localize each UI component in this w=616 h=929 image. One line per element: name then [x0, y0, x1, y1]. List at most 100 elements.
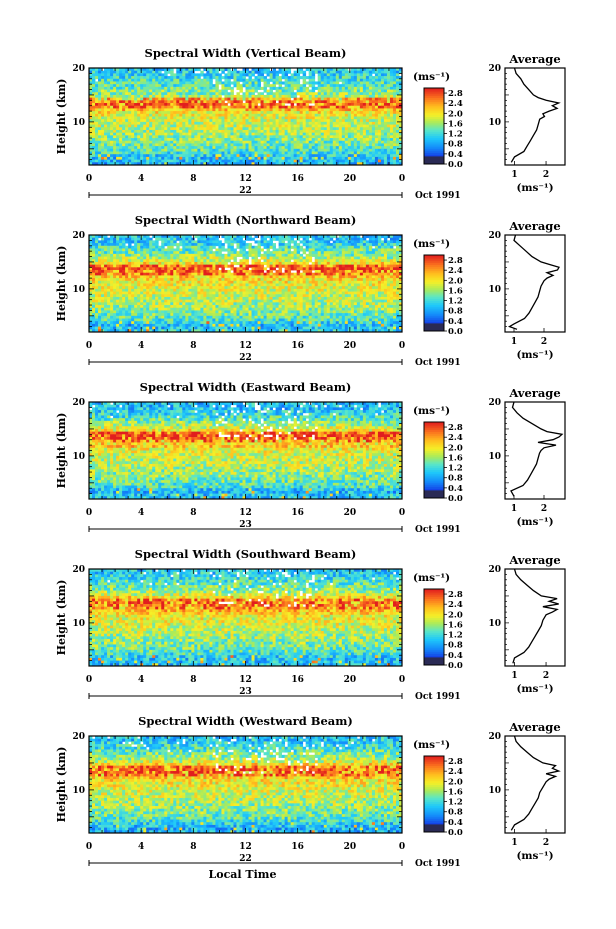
- heatmap-cell: [305, 267, 310, 271]
- heatmap-cell: [119, 116, 123, 120]
- heatmap-cell: [305, 124, 310, 128]
- heatmap-cell: [161, 140, 165, 144]
- heatmap-cell: [374, 248, 379, 252]
- heatmap-cell: [302, 259, 307, 263]
- heatmap-cell: [353, 261, 358, 266]
- heatmap-cell: [320, 81, 325, 85]
- heatmap-cell: [371, 154, 376, 158]
- heatmap-cell: [284, 256, 289, 260]
- heatmap-cell: [248, 73, 252, 77]
- heatmap-cell: [194, 97, 198, 101]
- heatmap-cell: [365, 245, 370, 249]
- heatmap-cell: [239, 78, 243, 82]
- heatmap-cell: [194, 146, 198, 150]
- heatmap-cell: [320, 73, 325, 77]
- heatmap-cell: [326, 124, 331, 128]
- heatmap-cell: [386, 245, 391, 249]
- heatmap-cell: [230, 89, 234, 93]
- heatmap-cell: [263, 259, 267, 263]
- heatmap-cell: [122, 81, 126, 85]
- heatmap-cell: [305, 159, 310, 163]
- heatmap-cell: [332, 148, 337, 152]
- heatmap-cell: [128, 100, 132, 104]
- heatmap-cell: [383, 103, 388, 107]
- heatmap-cell: [326, 121, 331, 125]
- heatmap-cell: [320, 111, 325, 115]
- heatmap-cell: [218, 243, 222, 247]
- heatmap-cell: [227, 138, 231, 142]
- heatmap-cell: [383, 76, 388, 80]
- heatmap-cell: [164, 103, 168, 107]
- heatmap-cell: [185, 113, 189, 117]
- heatmap-cell: [185, 148, 189, 152]
- heatmap-cell: [197, 100, 201, 104]
- heatmap-cell: [386, 251, 391, 255]
- heatmap-cell: [386, 111, 391, 115]
- heatmap-cell: [197, 84, 201, 88]
- heatmap-cell: [383, 154, 388, 158]
- heatmap-cell: [302, 251, 307, 255]
- heatmap-cell: [173, 243, 177, 247]
- heatmap-cell: [236, 261, 240, 266]
- heatmap-cell: [260, 73, 264, 77]
- heatmap-cell: [164, 146, 168, 150]
- heatmap-cell: [113, 89, 117, 93]
- heatmap-cell: [200, 148, 204, 152]
- heatmap-cell: [272, 119, 276, 123]
- heatmap-cell: [116, 119, 120, 123]
- heatmap-cell: [383, 253, 388, 257]
- heatmap-cell: [278, 113, 283, 117]
- heatmap-cell: [155, 111, 159, 115]
- heatmap-cell: [308, 97, 313, 101]
- heatmap-cell: [161, 68, 165, 72]
- heatmap-cell: [146, 138, 150, 142]
- heatmap-cell: [95, 267, 99, 271]
- heatmap-cell: [227, 124, 231, 128]
- heatmap-cell: [212, 119, 216, 123]
- heatmap-cell: [278, 132, 283, 136]
- heatmap-cell: [341, 154, 346, 158]
- heatmap-cell: [374, 73, 379, 77]
- heatmap-cell: [161, 84, 165, 88]
- heatmap-cell: [233, 140, 237, 144]
- heatmap-cell: [272, 103, 276, 107]
- heatmap-cell: [119, 97, 123, 101]
- heatmap-cell: [359, 132, 364, 136]
- heatmap-cell: [179, 116, 183, 120]
- heatmap-cell: [347, 151, 352, 155]
- heatmap-cell: [296, 119, 301, 123]
- heatmap-cell: [134, 148, 138, 152]
- heatmap-cell: [137, 156, 141, 161]
- heatmap-cell: [368, 100, 373, 104]
- heatmap-cell: [320, 162, 325, 166]
- heatmap-cell: [311, 124, 316, 128]
- heatmap-cell: [293, 245, 298, 249]
- heatmap-cell: [350, 84, 355, 88]
- heatmap-cell: [194, 243, 198, 247]
- heatmap-cell: [242, 251, 246, 255]
- heatmap-cell: [257, 245, 261, 249]
- heatmap-cell: [395, 253, 400, 257]
- heatmap-cell: [128, 264, 132, 268]
- heatmap-cell: [224, 148, 228, 152]
- heatmap-cell: [125, 256, 129, 260]
- heatmap-cell: [218, 151, 222, 155]
- heatmap-cell: [170, 243, 174, 247]
- heatmap-cell: [236, 92, 240, 96]
- heatmap-cell: [110, 86, 114, 90]
- heatmap-cell: [260, 113, 264, 117]
- heatmap-cell: [269, 108, 273, 112]
- heatmap-cell: [125, 103, 129, 107]
- heatmap-cell: [209, 243, 213, 247]
- heatmap-cell: [98, 70, 102, 74]
- heatmap-cell: [257, 156, 261, 161]
- heatmap-cell: [380, 135, 385, 139]
- heatmap-cell: [332, 81, 337, 85]
- heatmap-cells: [89, 235, 403, 333]
- heatmap-cell: [182, 121, 186, 125]
- heatmap-cell: [131, 68, 135, 72]
- heatmap-cell: [236, 267, 240, 271]
- heatmap-cell: [398, 156, 403, 161]
- heatmap-cell: [104, 237, 108, 241]
- heatmap-cell: [110, 261, 114, 266]
